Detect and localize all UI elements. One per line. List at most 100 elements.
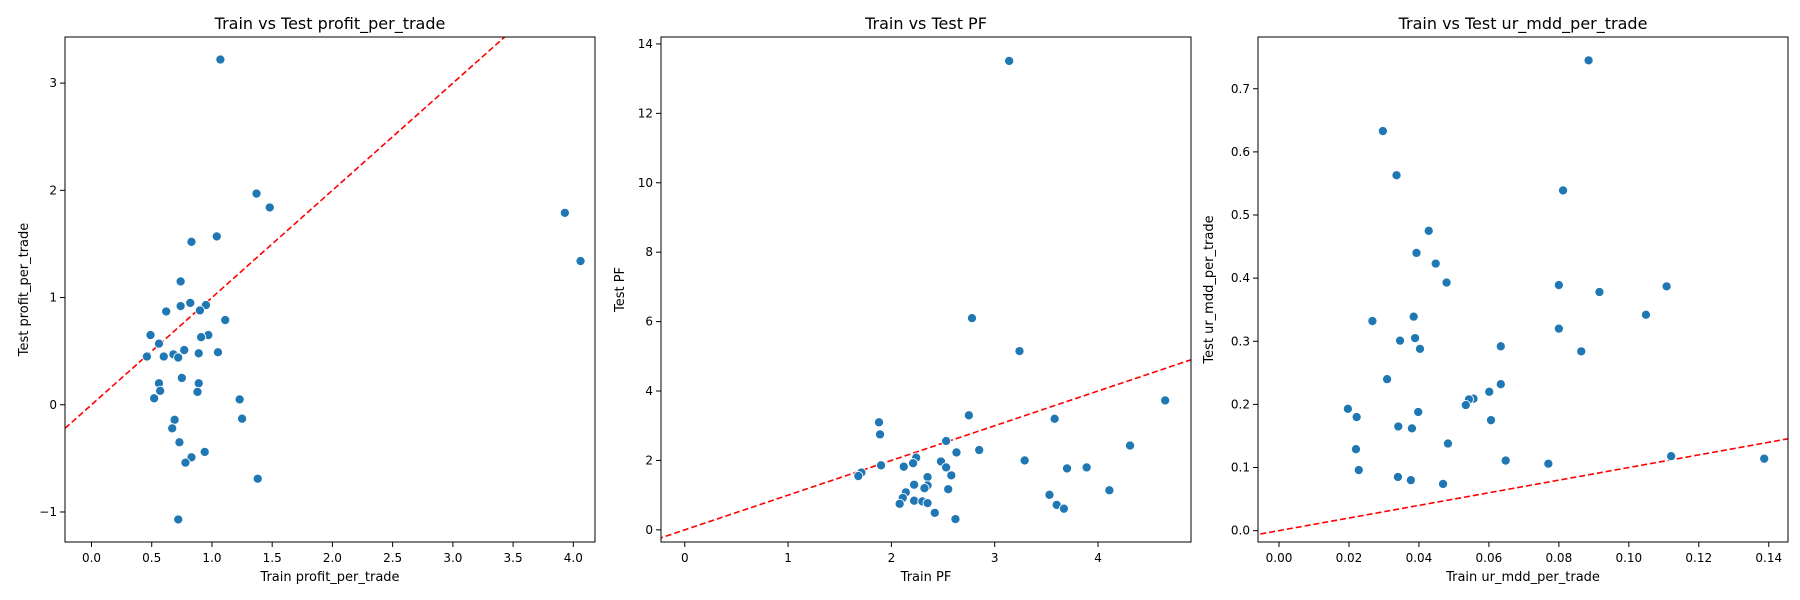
- x-tick-label: 0.14: [1755, 551, 1782, 565]
- data-point: [252, 473, 263, 484]
- data-point: [1661, 281, 1672, 292]
- x-tick-label: 3.5: [504, 551, 523, 565]
- chart-title: Train vs Test profit_per_trade: [214, 14, 446, 34]
- data-point: [179, 345, 190, 356]
- x-tick-label: 2.0: [323, 551, 342, 565]
- data-point: [559, 207, 570, 218]
- x-axis-label: Train PF: [900, 570, 952, 585]
- y-tick-label: 0: [49, 398, 57, 412]
- data-point: [1061, 463, 1073, 474]
- data-point: [1543, 458, 1554, 469]
- data-point: [874, 429, 886, 440]
- data-point: [1019, 455, 1030, 466]
- data-point: [1558, 185, 1569, 196]
- data-point: [950, 514, 961, 525]
- data-point: [1441, 277, 1452, 288]
- data-point: [1058, 503, 1069, 514]
- y-axis-label: Test ur_mdd_per_trade: [1202, 215, 1217, 364]
- data-point: [173, 352, 184, 363]
- data-point: [196, 332, 207, 343]
- chart-3: 0.00 0.02 0.04 0.06 0.08 0.10 0.12 0.14 0.0 0.1 0.…: [1202, 14, 1789, 585]
- y-tick-label: 0.3: [1231, 334, 1250, 348]
- data-point: [1411, 247, 1422, 258]
- x-tick-label: 0.0: [82, 551, 101, 565]
- data-point: [1377, 126, 1388, 137]
- data-point: [1081, 462, 1092, 473]
- data-point: [1342, 403, 1353, 414]
- data-point: [1430, 258, 1441, 269]
- x-tick-label: 0.10: [1615, 551, 1642, 565]
- data-point: [1576, 346, 1587, 357]
- data-point: [167, 423, 178, 434]
- data-point: [1351, 411, 1362, 423]
- y-tick-label: 0.1: [1231, 461, 1250, 475]
- y-tick-label: 0.2: [1231, 397, 1250, 411]
- y-tick-label: 8: [645, 245, 653, 259]
- y-tick-label: −1: [39, 505, 57, 519]
- data-point: [175, 301, 186, 312]
- y-tick-label: 0: [645, 523, 653, 537]
- x-tick-label: 0.04: [1406, 551, 1433, 565]
- data-point: [1124, 440, 1136, 451]
- y-tick-label: 3: [49, 76, 57, 90]
- data-point: [145, 330, 156, 341]
- data-point: [1104, 485, 1115, 496]
- data-point: [1594, 286, 1605, 298]
- data-point: [1423, 225, 1434, 236]
- data-point: [1666, 451, 1677, 462]
- axes-frame: [1257, 36, 1789, 543]
- x-tick-label: 0.06: [1476, 551, 1503, 565]
- y-axis-label: Test profit_per_trade: [17, 223, 32, 358]
- data-point: [251, 188, 262, 199]
- reference-line: [661, 358, 1191, 539]
- data-point: [212, 347, 224, 358]
- data-point: [173, 514, 184, 525]
- data-point: [199, 446, 210, 457]
- data-point: [1414, 343, 1426, 354]
- data-point: [1553, 280, 1564, 291]
- data-point: [237, 413, 248, 424]
- data-point: [853, 471, 864, 482]
- axes-frame: [64, 36, 596, 543]
- y-tick-label: 0.7: [1231, 82, 1250, 96]
- data-point: [161, 306, 172, 317]
- data-point: [1405, 475, 1416, 486]
- chart-title: Train vs Test ur_mdd_per_trade: [1398, 14, 1648, 34]
- y-tick-label: 14: [638, 37, 653, 51]
- axes-frame: [660, 36, 1192, 543]
- data-point: [193, 378, 204, 389]
- x-tick-label: 0.00: [1266, 551, 1293, 565]
- data-point: [149, 393, 160, 404]
- data-point: [1408, 311, 1419, 322]
- data-point: [1391, 170, 1402, 181]
- data-point: [1410, 333, 1421, 344]
- x-tick-label: 1: [784, 551, 792, 565]
- x-tick-label: 4: [1094, 551, 1102, 565]
- data-point: [1485, 415, 1497, 426]
- data-point: [1160, 395, 1171, 406]
- data-point: [1553, 323, 1564, 334]
- data-point: [1442, 438, 1454, 449]
- data-point: [1460, 399, 1471, 411]
- data-point: [1413, 406, 1424, 418]
- data-point: [951, 447, 962, 458]
- x-axis-label: Train profit_per_trade: [259, 570, 399, 585]
- x-tick-label: 2.5: [383, 551, 402, 565]
- data-point: [876, 460, 887, 471]
- data-point: [180, 457, 191, 468]
- data-point: [185, 297, 196, 308]
- data-point: [158, 351, 169, 362]
- y-tick-label: 0.6: [1231, 145, 1250, 159]
- y-tick-label: 6: [645, 315, 653, 329]
- data-point: [946, 470, 957, 481]
- y-tick-label: 0.5: [1231, 208, 1250, 222]
- data-point: [1044, 489, 1055, 500]
- data-point: [192, 386, 203, 397]
- data-point: [941, 435, 952, 447]
- data-point: [909, 495, 920, 506]
- reference-line: [1258, 437, 1788, 536]
- x-tick-label: 1.5: [263, 551, 282, 565]
- x-tick-label: 4.0: [564, 551, 583, 565]
